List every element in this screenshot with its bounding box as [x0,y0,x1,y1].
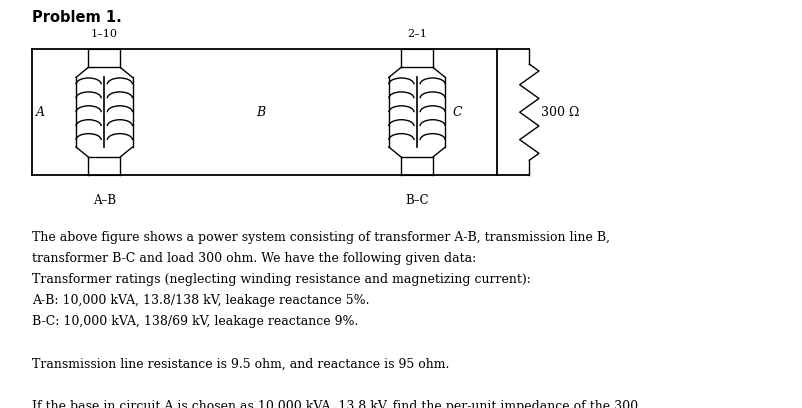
Text: A–B: A–B [93,194,115,207]
Text: Transformer ratings (neglecting winding resistance and magnetizing current):: Transformer ratings (neglecting winding … [32,273,531,286]
Text: A-B: 10,000 kVA, 13.8/138 kV, leakage reactance 5%.: A-B: 10,000 kVA, 13.8/138 kV, leakage re… [32,294,370,307]
Text: C: C [452,106,462,119]
Text: 300 Ω: 300 Ω [541,106,580,119]
Text: A: A [36,106,45,119]
Text: B: B [256,106,265,119]
Text: transformer B-C and load 300 ohm. We have the following given data:: transformer B-C and load 300 ohm. We hav… [32,252,476,265]
Text: The above figure shows a power system consisting of transformer A-B, transmissio: The above figure shows a power system co… [32,231,610,244]
Text: Transmission line resistance is 9.5 ohm, and reactance is 95 ohm.: Transmission line resistance is 9.5 ohm,… [32,358,449,371]
Text: If the base in circuit A is chosen as 10,000 kVA, 13.8 kV, find the per-unit imp: If the base in circuit A is chosen as 10… [32,400,638,408]
Text: 2–1: 2–1 [407,29,427,39]
Text: B–C: B–C [405,194,429,207]
Text: Problem 1.: Problem 1. [32,10,122,25]
Text: B-C: 10,000 kVA, 138/69 kV, leakage reactance 9%.: B-C: 10,000 kVA, 138/69 kV, leakage reac… [32,315,358,328]
Text: 1–10: 1–10 [91,29,118,39]
